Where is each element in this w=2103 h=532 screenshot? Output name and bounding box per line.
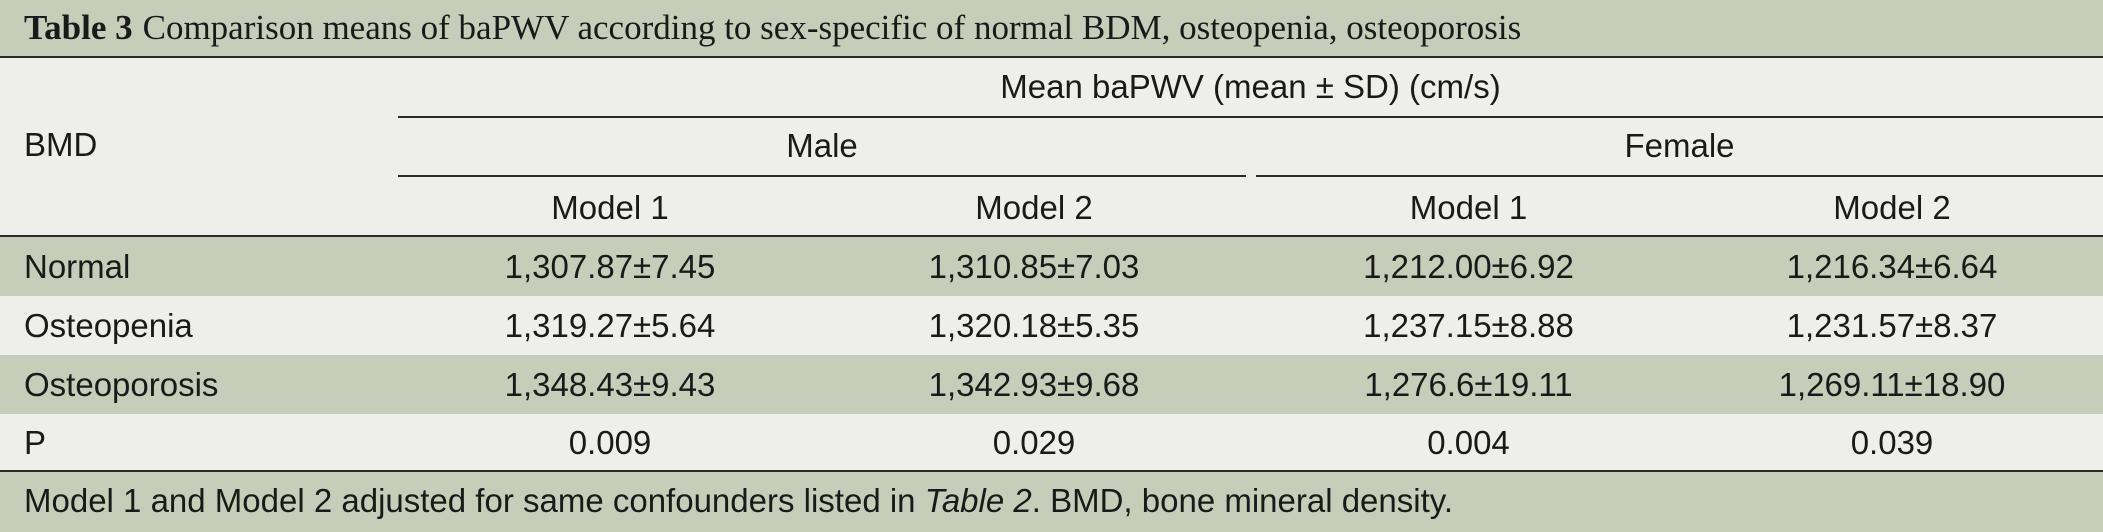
table-cell: 1,307.87±7.45 bbox=[504, 248, 716, 285]
male-rule bbox=[398, 175, 1246, 177]
male-header: Male bbox=[786, 127, 858, 164]
table-cell: 1,269.11±18.90 bbox=[1778, 366, 2006, 403]
table-row: Normal 1,307.87±7.45 1,310.85±7.03 1,212… bbox=[0, 237, 2103, 296]
female-rule bbox=[1256, 175, 2103, 177]
spanner-rule bbox=[398, 116, 2103, 118]
table-row: Osteoporosis 1,348.43±9.43 1,342.93±9.68… bbox=[0, 355, 2103, 414]
table-cell: 1,237.15±8.88 bbox=[1363, 307, 1574, 344]
female-header: Female bbox=[1624, 127, 1735, 164]
table-cell: 0.004 bbox=[1427, 424, 1510, 461]
table-footnote: Model 1 and Model 2 adjusted for same co… bbox=[0, 470, 2103, 532]
header-bottom-rule bbox=[0, 235, 2103, 237]
table-cell: 1,216.34±6.64 bbox=[1786, 248, 1998, 285]
table-number: Table 3 bbox=[24, 8, 133, 47]
stub-header: BMD bbox=[24, 126, 98, 163]
table-cell: 1,276.6±19.11 bbox=[1364, 366, 1573, 403]
spanner-header: Mean baPWV (mean ± SD) (cm/s) bbox=[1000, 68, 1501, 105]
table-caption: Table 3 Comparison means of baPWV accord… bbox=[0, 0, 2103, 58]
footnote-text: Model 1 and Model 2 adjusted for same co… bbox=[24, 482, 925, 519]
row-label: P bbox=[24, 424, 47, 461]
table-cell: 1,320.18±5.35 bbox=[928, 307, 1140, 344]
row-label: Osteoporosis bbox=[24, 366, 219, 403]
row-label: Normal bbox=[24, 248, 131, 285]
table-cell: 0.009 bbox=[568, 424, 652, 461]
table-cell: 0.029 bbox=[992, 424, 1076, 461]
table-cell: 1,319.27±5.64 bbox=[504, 307, 716, 344]
row-label: Osteopenia bbox=[24, 307, 193, 344]
table-row: P 0.009 0.029 0.004 0.039 bbox=[0, 413, 2103, 472]
table-cell: 1,342.93±9.68 bbox=[928, 366, 1140, 403]
footnote-text-end: . BMD, bone mineral density. bbox=[1031, 482, 1453, 519]
footnote-table-ref: Table 2 bbox=[924, 482, 1032, 519]
table-cell: 1,212.00±6.92 bbox=[1363, 248, 1574, 285]
table-row: Osteopenia 1,319.27±5.64 1,320.18±5.35 1… bbox=[0, 296, 2103, 355]
table-cell: 1,310.85±7.03 bbox=[928, 248, 1140, 285]
table-cell: 1,231.57±8.37 bbox=[1786, 307, 1998, 344]
table-title: Comparison means of baPWV according to s… bbox=[142, 8, 1522, 47]
table-cell: 0.039 bbox=[1850, 424, 1934, 461]
model-header: Model 1 bbox=[1409, 189, 1528, 226]
table-cell: 1,348.43±9.43 bbox=[504, 366, 716, 403]
model-header: Model 1 bbox=[551, 189, 669, 226]
model-header: Model 2 bbox=[1833, 189, 1951, 226]
model-header: Model 2 bbox=[975, 189, 1093, 226]
